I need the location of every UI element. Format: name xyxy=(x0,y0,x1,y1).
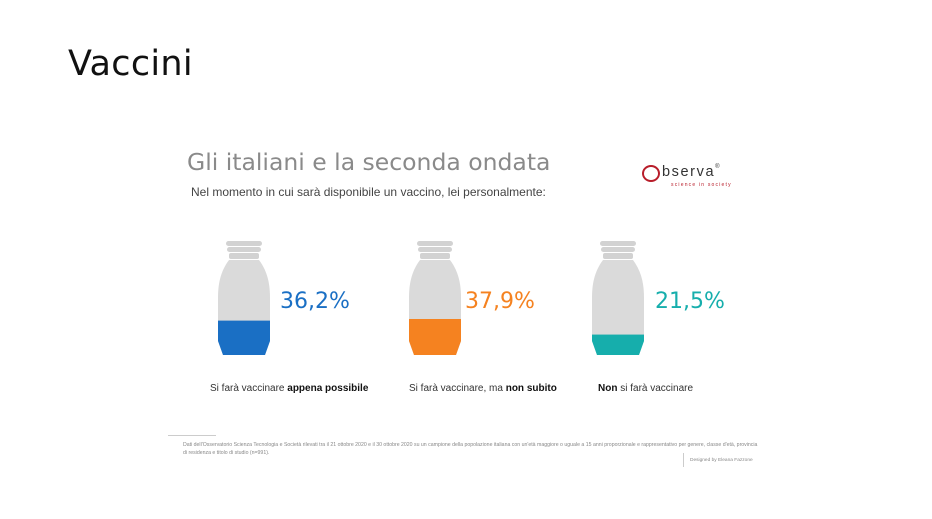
bottle-2-neck xyxy=(420,253,450,259)
bar-3 xyxy=(592,334,644,355)
source-footnote: Dati dell'Osservatorio Scienza Tecnologi… xyxy=(183,442,758,457)
logo-registered-mark: ® xyxy=(715,164,722,170)
bottle-3-cap-top xyxy=(600,241,636,246)
footnote-rule xyxy=(168,435,216,436)
bottle-1-cap-mid xyxy=(227,247,261,252)
logo-o-ring-icon xyxy=(642,165,660,182)
designer-credit: Designed by Eleana Fazzone xyxy=(690,458,753,463)
bottle-chart: 36,2% 37,9% 21,5% xyxy=(218,241,725,355)
slide-title: Vaccini xyxy=(68,44,193,84)
data-label-1: 36,2% xyxy=(280,289,350,314)
infographic-card: Gli italiani e la seconda ondata Nel mom… xyxy=(160,125,760,495)
bar-1 xyxy=(218,320,270,355)
caption-2: Si farà vaccinare, ma non subito xyxy=(409,383,557,394)
caption-3: Non si farà vaccinare xyxy=(598,383,694,394)
bottle-1-neck xyxy=(229,253,259,259)
bottle-3-neck xyxy=(603,253,633,259)
bottle-2-cap-top xyxy=(417,241,453,246)
logo-wordmark: bserva® xyxy=(662,164,722,180)
bottle-1-cap-top xyxy=(226,241,262,246)
bar-2 xyxy=(409,318,461,355)
bottle-3-body xyxy=(592,260,644,355)
bottle-3-cap-mid xyxy=(601,247,635,252)
infographic-headline: Gli italiani e la seconda ondata xyxy=(187,148,551,176)
credit-divider xyxy=(683,453,684,467)
bottle-2-cap-mid xyxy=(418,247,452,252)
observa-logo: bserva® science in society xyxy=(640,164,750,195)
logo-tagline: science in society xyxy=(671,182,732,188)
caption-1: Si farà vaccinare appena possibile xyxy=(210,383,369,394)
infographic-subtitle: Nel momento in cui sarà disponibile un v… xyxy=(191,185,546,199)
data-label-3: 21,5% xyxy=(655,289,725,314)
data-label-2: 37,9% xyxy=(465,289,535,314)
